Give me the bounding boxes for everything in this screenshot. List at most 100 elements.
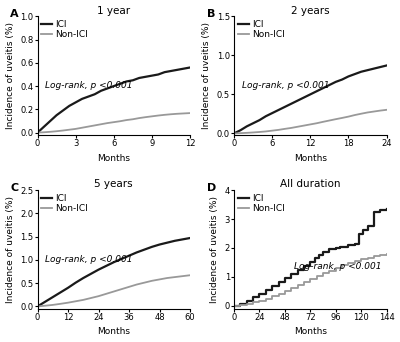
Legend: ICI, Non-ICI: ICI, Non-ICI bbox=[40, 19, 89, 40]
Non-ICI bbox=[165, 276, 170, 280]
ICI bbox=[340, 78, 344, 82]
Non-ICI bbox=[321, 120, 326, 124]
ICI bbox=[314, 89, 319, 93]
ICI bbox=[39, 127, 44, 131]
ICI bbox=[289, 272, 294, 276]
ICI bbox=[359, 70, 364, 74]
Non-ICI bbox=[134, 282, 139, 287]
ICI bbox=[372, 67, 376, 71]
Non-ICI bbox=[66, 301, 70, 305]
Non-ICI bbox=[302, 123, 306, 128]
Non-ICI bbox=[276, 128, 281, 132]
ICI bbox=[295, 98, 300, 103]
ICI bbox=[295, 268, 300, 272]
ICI bbox=[130, 78, 135, 82]
Non-ICI bbox=[365, 255, 370, 260]
Non-ICI bbox=[92, 123, 97, 128]
Text: Log-rank, p <0.001: Log-rank, p <0.001 bbox=[294, 262, 382, 271]
Line: Non-ICI: Non-ICI bbox=[234, 254, 386, 306]
ICI bbox=[232, 131, 236, 135]
ICI bbox=[73, 281, 78, 285]
X-axis label: Months: Months bbox=[97, 327, 130, 337]
Legend: ICI, Non-ICI: ICI, Non-ICI bbox=[237, 193, 286, 214]
ICI bbox=[162, 70, 167, 74]
Non-ICI bbox=[180, 274, 185, 278]
ICI bbox=[143, 75, 148, 79]
ICI bbox=[99, 89, 104, 93]
ICI bbox=[157, 242, 162, 247]
ICI bbox=[302, 95, 306, 100]
Non-ICI bbox=[118, 119, 122, 123]
Text: B: B bbox=[207, 9, 215, 19]
ICI bbox=[264, 288, 268, 292]
Non-ICI bbox=[188, 273, 192, 277]
Non-ICI bbox=[50, 303, 55, 307]
Non-ICI bbox=[137, 116, 142, 120]
ICI bbox=[308, 92, 313, 96]
ICI bbox=[232, 304, 236, 308]
Line: ICI: ICI bbox=[38, 238, 190, 306]
Non-ICI bbox=[340, 263, 344, 267]
X-axis label: Months: Months bbox=[294, 154, 327, 163]
ICI bbox=[251, 295, 256, 299]
Non-ICI bbox=[104, 292, 108, 296]
ICI bbox=[282, 276, 287, 280]
ICI bbox=[378, 65, 383, 69]
Text: D: D bbox=[207, 183, 216, 193]
Non-ICI bbox=[327, 268, 332, 273]
ICI bbox=[365, 224, 370, 228]
Non-ICI bbox=[119, 287, 124, 291]
ICI bbox=[67, 104, 72, 108]
ICI bbox=[378, 208, 383, 212]
Title: 2 years: 2 years bbox=[291, 5, 330, 15]
ICI bbox=[172, 239, 177, 243]
ICI bbox=[35, 304, 40, 308]
Non-ICI bbox=[257, 130, 262, 134]
Non-ICI bbox=[251, 130, 256, 134]
Non-ICI bbox=[244, 302, 249, 306]
Non-ICI bbox=[359, 112, 364, 116]
Non-ICI bbox=[175, 112, 180, 116]
Title: 1 year: 1 year bbox=[97, 5, 130, 15]
ICI bbox=[264, 114, 268, 118]
ICI bbox=[175, 68, 180, 72]
Non-ICI bbox=[81, 298, 86, 302]
ICI bbox=[257, 292, 262, 296]
ICI bbox=[50, 295, 55, 299]
Non-ICI bbox=[276, 292, 281, 296]
ICI bbox=[188, 65, 192, 69]
ICI bbox=[289, 102, 294, 106]
ICI bbox=[312, 256, 317, 260]
ICI bbox=[384, 64, 389, 68]
Non-ICI bbox=[232, 304, 236, 308]
Non-ICI bbox=[308, 277, 313, 281]
ICI bbox=[333, 80, 338, 84]
ICI bbox=[104, 264, 108, 268]
Y-axis label: Incidence of uveitis (%): Incidence of uveitis (%) bbox=[210, 196, 219, 303]
ICI bbox=[80, 97, 84, 101]
ICI bbox=[365, 68, 370, 72]
Non-ICI bbox=[157, 277, 162, 281]
Non-ICI bbox=[54, 129, 59, 133]
ICI bbox=[86, 94, 91, 98]
ICI bbox=[43, 123, 48, 128]
ICI bbox=[35, 131, 40, 135]
Non-ICI bbox=[289, 286, 294, 290]
ICI bbox=[127, 254, 132, 258]
ICI bbox=[321, 86, 326, 90]
Non-ICI bbox=[327, 118, 332, 122]
ICI bbox=[88, 272, 93, 276]
Non-ICI bbox=[257, 299, 262, 303]
ICI bbox=[134, 250, 139, 254]
ICI bbox=[321, 250, 326, 254]
Non-ICI bbox=[314, 274, 319, 278]
ICI bbox=[54, 113, 59, 117]
Non-ICI bbox=[150, 114, 154, 118]
ICI bbox=[357, 232, 362, 236]
Text: A: A bbox=[10, 9, 19, 19]
Line: Non-ICI: Non-ICI bbox=[38, 275, 190, 306]
Non-ICI bbox=[96, 294, 101, 298]
Non-ICI bbox=[172, 275, 177, 279]
Non-ICI bbox=[282, 127, 287, 131]
ICI bbox=[180, 237, 185, 241]
